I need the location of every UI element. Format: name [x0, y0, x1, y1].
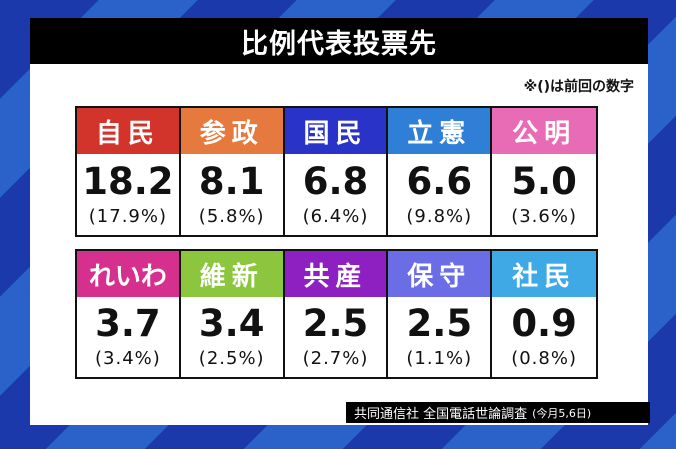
- party-name: 自民: [77, 108, 179, 154]
- party-table-row-1: 自民 18.2 (17.9%) 参政 8.1 (5.8%) 国民 6.8 (6.…: [75, 106, 598, 237]
- page-title: 比例代表投票先: [30, 18, 648, 64]
- previous-value: (17.9%): [88, 205, 168, 227]
- party-name: 立憲: [388, 108, 491, 154]
- current-value: 6.8: [302, 159, 369, 203]
- current-value: 5.0: [511, 159, 577, 203]
- party-cell: 公明 5.0 (3.6%): [492, 108, 596, 235]
- source-label: 共同通信社 全国電話世論調査 (今月5,6日): [346, 402, 650, 423]
- current-value: 3.7: [95, 302, 161, 345]
- previous-value: (3.4%): [95, 348, 161, 369]
- party-name: 参政: [180, 108, 283, 154]
- party-table-row-2: れいわ 3.7 (3.4%) 維新 3.4 (2.5%) 共産 2.5 (2.7…: [75, 249, 598, 379]
- previous-value: (0.8%): [511, 348, 577, 369]
- previous-value: (1.1%): [406, 348, 473, 369]
- party-name: 共産: [284, 251, 387, 297]
- previous-value: (2.5%): [198, 348, 265, 369]
- party-name: 公明: [492, 108, 596, 154]
- party-cell: 国民 6.8 (6.4%): [284, 108, 389, 235]
- party-name: 社民: [492, 251, 596, 297]
- party-cell: 社民 0.9 (0.8%): [492, 251, 596, 377]
- previous-value-note: ※()は前回の数字: [523, 79, 634, 95]
- previous-value: (5.8%): [198, 205, 265, 227]
- previous-value: (6.4%): [302, 205, 369, 227]
- party-cell: れいわ 3.7 (3.4%): [77, 251, 181, 377]
- poll-panel: 比例代表投票先 ※()は前回の数字 自民 18.2 (17.9%) 参政 8.1…: [30, 18, 650, 425]
- current-value: 8.1: [198, 159, 265, 203]
- party-cell: 立憲 6.6 (9.8%): [388, 108, 493, 235]
- previous-value: (9.8%): [406, 205, 473, 227]
- party-cell: 参政 8.1 (5.8%): [180, 108, 285, 235]
- current-value: 18.2: [82, 159, 174, 203]
- party-name: れいわ: [77, 251, 179, 297]
- party-name: 国民: [284, 108, 387, 154]
- party-name: 保守: [388, 251, 491, 297]
- source-name: 共同通信社 全国電話世論調査: [354, 407, 528, 422]
- current-value: 6.6: [406, 159, 473, 203]
- survey-date: (今月5,6日): [532, 406, 592, 420]
- party-cell: 保守 2.5 (1.1%): [388, 251, 493, 377]
- party-cell: 自民 18.2 (17.9%): [77, 108, 181, 235]
- party-name: 維新: [180, 251, 283, 297]
- previous-value: (3.6%): [511, 205, 577, 227]
- current-value: 0.9: [511, 302, 577, 345]
- party-cell: 維新 3.4 (2.5%): [180, 251, 285, 377]
- previous-value: (2.7%): [302, 348, 369, 369]
- current-value: 3.4: [198, 302, 265, 345]
- current-value: 2.5: [406, 302, 473, 345]
- current-value: 2.5: [302, 302, 369, 345]
- party-cell: 共産 2.5 (2.7%): [284, 251, 389, 377]
